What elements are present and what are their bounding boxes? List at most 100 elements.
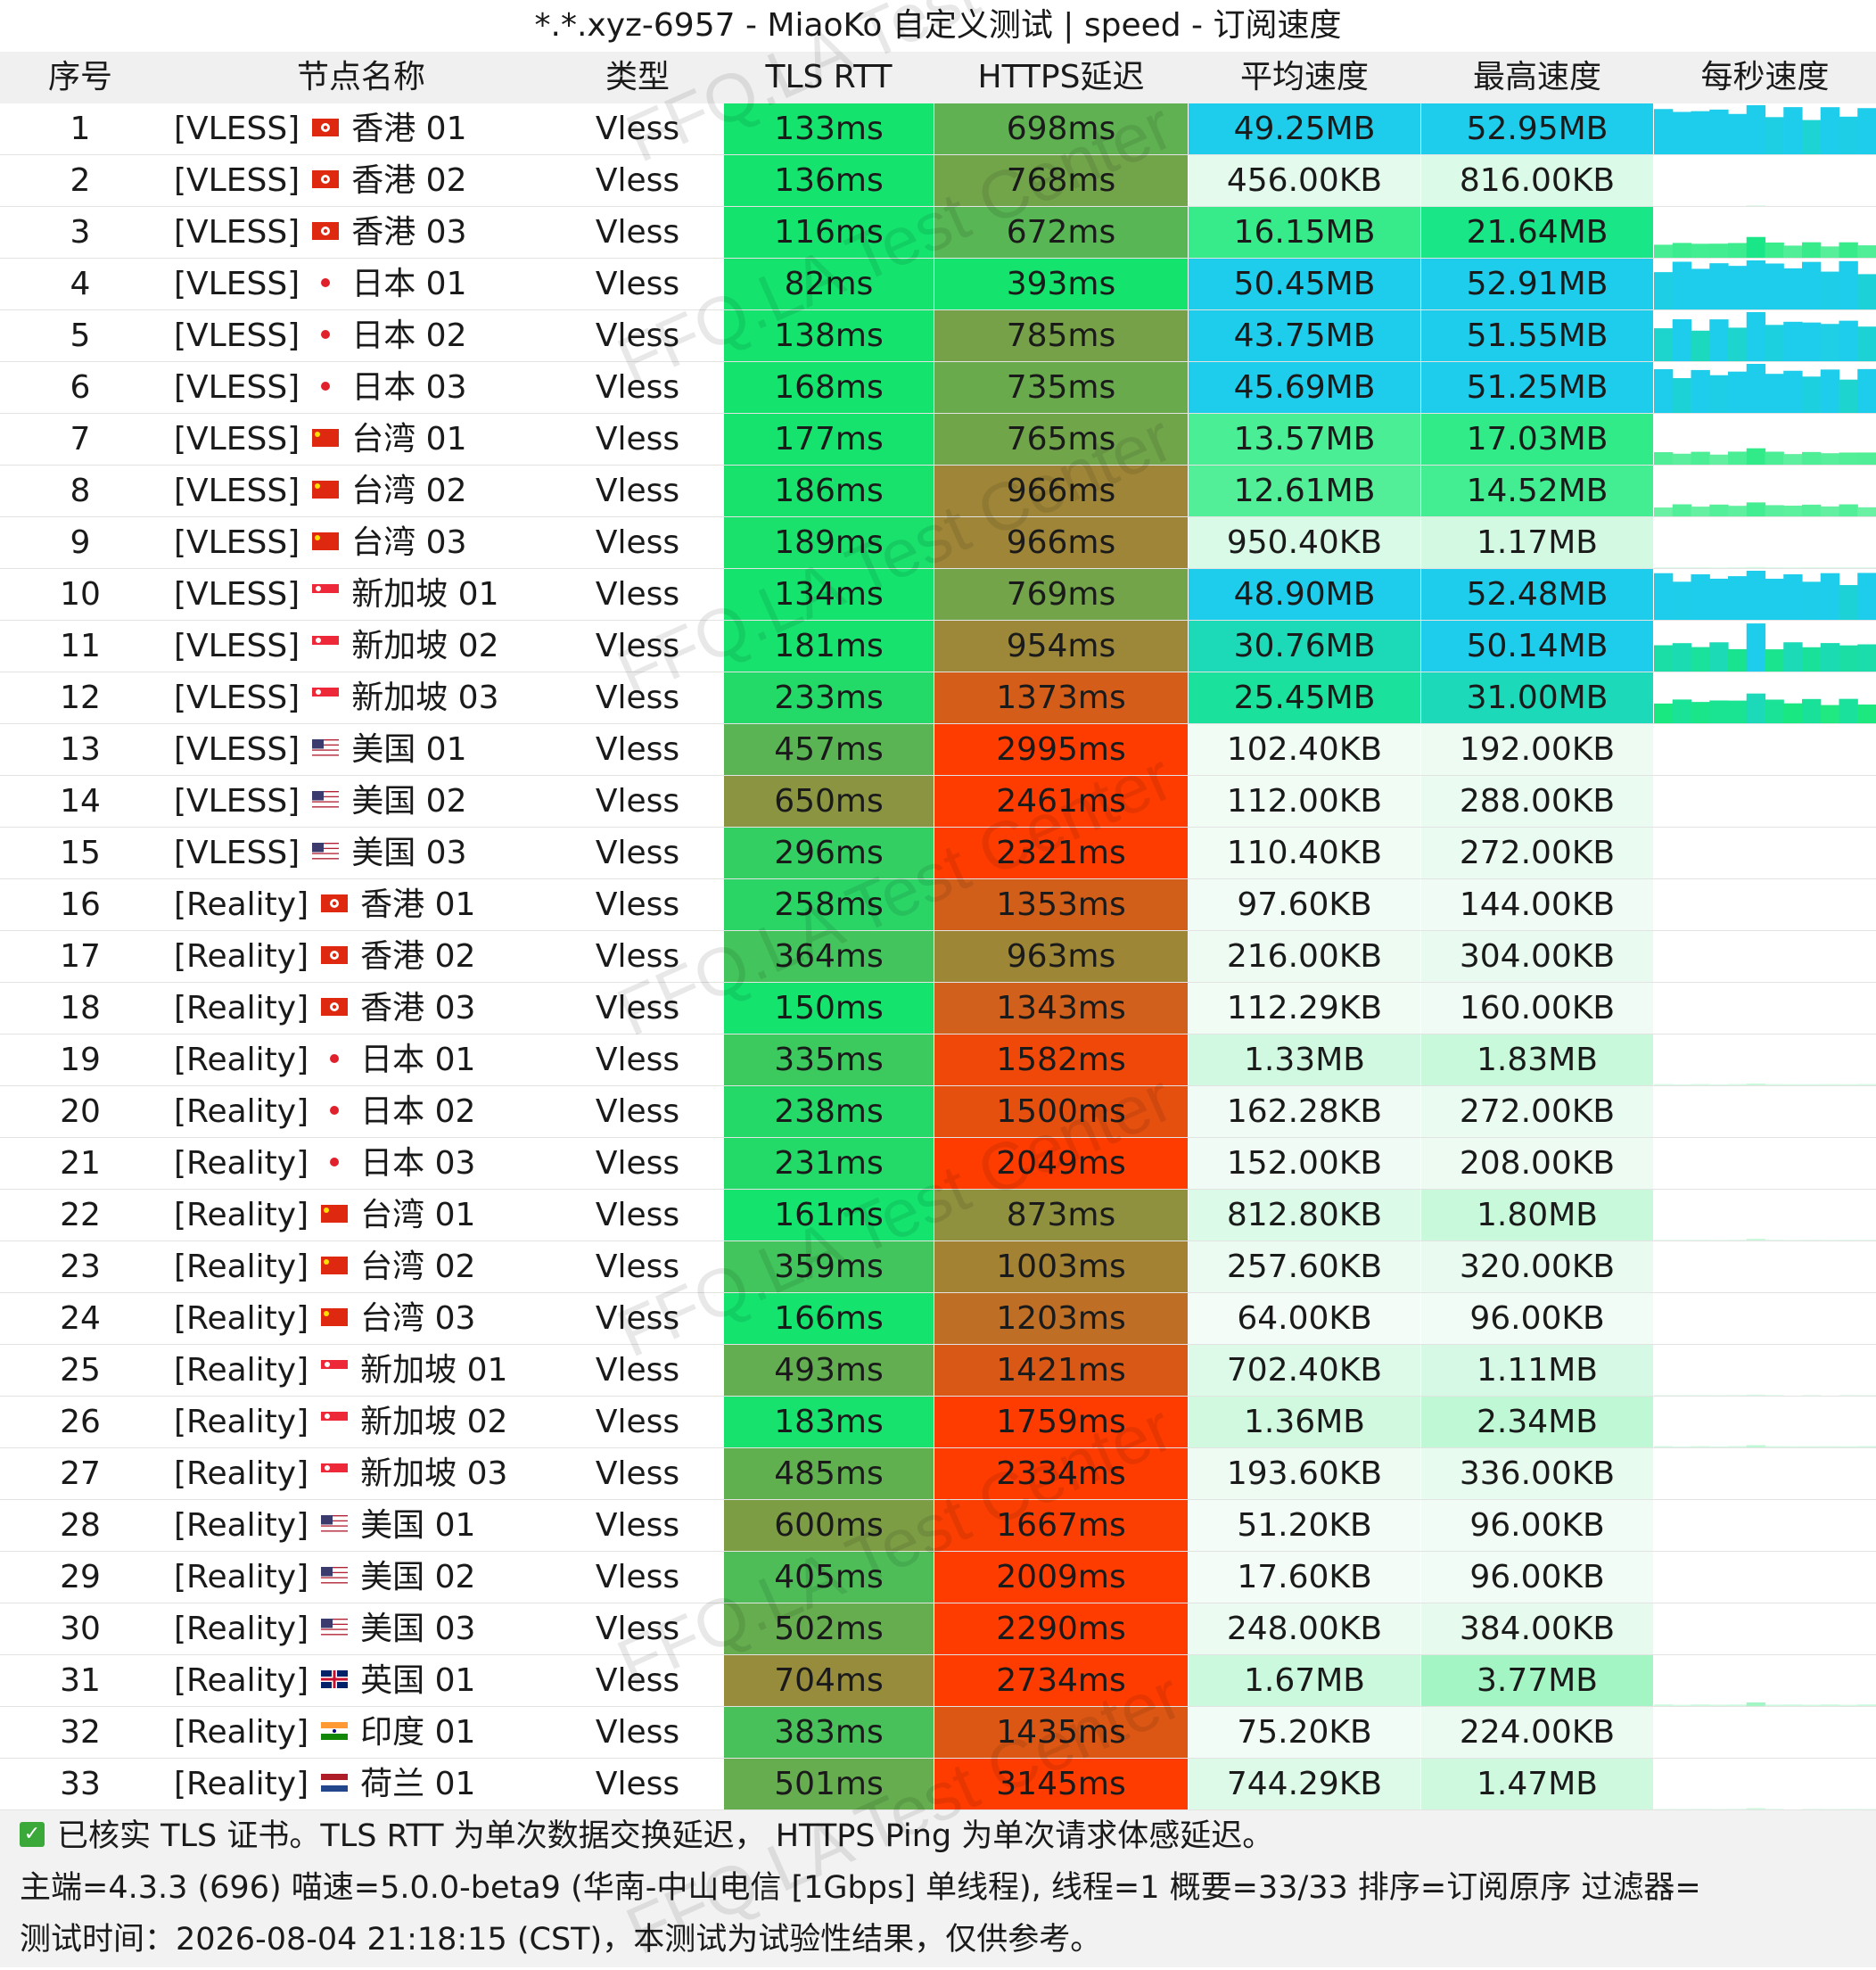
per-second-speed-cell [1654,1397,1876,1447]
node-type: Vless [595,1507,680,1544]
node-type: Vless [595,1662,680,1699]
speed-sparkline [1654,566,1876,568]
protocol-tag: [Reality] [174,1507,309,1544]
node-name: 荷兰 01 [360,1766,476,1802]
table-row: 25 [Reality] 新加坡 01 Vless 493ms 1421ms 702.40K… [0,1345,1876,1397]
speed-bar [1746,693,1766,723]
node-type: Vless [595,886,680,923]
speed-bar [1654,452,1674,465]
results-table-body: 1 [VLESS] 香港 01 Vless 133ms 698ms 49.25MB 52.95… [0,103,1876,1810]
speed-bar [1765,1704,1784,1706]
speed-sparkline [1654,312,1876,361]
speed-sparkline [1654,931,1876,982]
row-index: 28 [60,1507,101,1544]
protocol-tag: [Reality] [174,1093,309,1130]
node-name: 日本 02 [360,1093,476,1130]
max-speed-cell: 1.11MB [1421,1345,1653,1396]
speed-bar [1857,108,1876,154]
protocol-tag: [Reality] [174,1662,309,1699]
tls-rtt-cell: 133ms [724,103,934,154]
tls-rtt-cell: 383ms [724,1707,934,1758]
speed-sparkline [1654,571,1876,620]
speed-sparkline [1654,776,1876,827]
max-speed-cell: 50.14MB [1421,621,1653,672]
speed-bar [1765,505,1784,516]
node-type: Vless [595,1559,680,1595]
speed-bar [1746,1394,1766,1396]
us-flag-icon [312,843,340,861]
speed-bar [1746,502,1766,516]
max-speed-cell: 1.47MB [1421,1759,1653,1809]
speed-bar [1746,1445,1766,1447]
footer-line-test-time: 测试时间：2026-08-04 21:18:15 (CST)，本测试为试验性结果… [20,1922,1102,1958]
node-name-cell: [Reality] 日本 03 [174,1138,727,1189]
node-type: Vless [595,680,680,716]
avg-speed-cell: 30.76MB [1189,621,1420,672]
per-second-speed-cell [1654,569,1876,620]
row-index: 27 [60,1455,101,1492]
avg-speed-cell: 812.80KB [1189,1190,1420,1241]
speed-bar [1857,507,1876,516]
node-type: Vless [595,1404,680,1440]
tls-rtt-cell: 405ms [724,1552,934,1603]
speed-bar [1672,643,1692,672]
row-divider [0,1654,1876,1655]
https-delay-cell: 873ms [934,1190,1188,1241]
table-row: 31 [Reality] 英国 01 Vless 704ms 2734ms 1.67MB 3.… [0,1655,1876,1707]
speed-bar [1728,576,1748,620]
node-name-cell: [VLESS] 日本 02 [174,310,727,361]
speed-sparkline [1654,623,1876,672]
node-type: Vless [595,1352,680,1389]
row-index: 25 [60,1352,101,1389]
speed-bar [1691,243,1710,258]
protocol-tag: [VLESS] [174,835,300,871]
speed-bar [1654,272,1674,309]
speed-bar [1765,1395,1784,1396]
avg-speed-cell: 43.75MB [1189,310,1420,361]
row-index: 8 [70,473,91,509]
row-divider [0,1758,1876,1759]
tls-rtt-cell: 457ms [724,724,934,775]
speed-bar [1746,448,1766,465]
avg-speed-cell: 16.15MB [1189,207,1420,258]
avg-speed-cell: 257.60KB [1189,1241,1420,1292]
row-divider [0,1706,1876,1707]
tls-rtt-cell: 168ms [724,362,934,413]
speed-bar [1820,324,1840,361]
node-type: Vless [595,317,680,354]
speed-bar [1709,567,1729,568]
row-index: 5 [70,317,91,354]
node-type: Vless [595,1145,680,1182]
node-name: 美国 02 [351,783,467,820]
per-second-speed-cell [1654,1707,1876,1758]
col-header-node-name: 节点名称 [296,59,425,95]
row-index: 2 [70,162,91,199]
avg-speed-cell: 12.61MB [1189,466,1420,516]
row-divider [0,258,1876,259]
row-index: 13 [60,731,101,768]
avg-speed-cell: 112.29KB [1189,983,1420,1034]
tls-rtt-cell: 359ms [724,1241,934,1292]
tls-rtt-cell: 231ms [724,1138,934,1189]
node-type: Vless [595,1714,680,1751]
speed-sparkline [1654,724,1876,775]
table-row: 1 [VLESS] 香港 01 Vless 133ms 698ms 49.25MB 52.95… [0,103,1876,155]
per-second-speed-cell [1654,1293,1876,1344]
speed-sparkline [1654,1702,1876,1706]
node-name: 香港 01 [360,886,476,923]
row-index: 33 [60,1766,101,1802]
speed-bar [1802,261,1822,309]
speed-bar [1746,1239,1766,1241]
speed-bar [1802,376,1822,413]
speed-sparkline [1654,879,1876,930]
protocol-tag: [VLESS] [174,421,300,457]
node-name-cell: [Reality] 日本 02 [174,1086,727,1137]
per-second-speed-cell [1654,931,1876,982]
https-delay-cell: 769ms [934,569,1188,620]
node-name-cell: [Reality] 印度 01 [174,1707,727,1758]
col-header-max-speed: 最高速度 [1472,59,1601,95]
node-type: Vless [595,473,680,509]
row-divider [0,1809,1876,1810]
row-index: 24 [60,1300,101,1337]
speed-bar [1709,319,1729,361]
